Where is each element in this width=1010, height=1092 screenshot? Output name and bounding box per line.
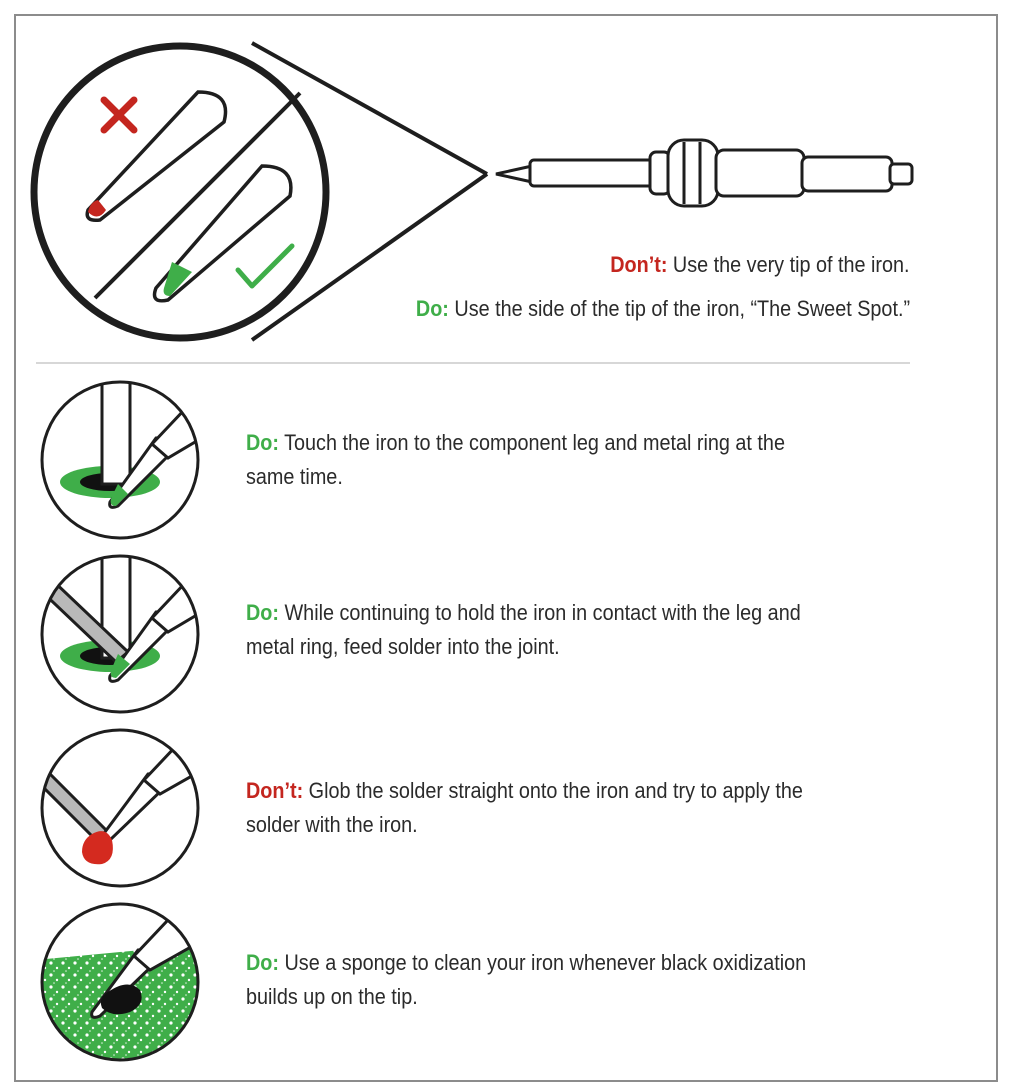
step4-text: Do: Use a sponge to clean your iron when… — [246, 950, 807, 1009]
step2-text: Do: While continuing to hold the iron in… — [246, 600, 801, 659]
step2-illustration — [40, 554, 200, 714]
tip-magnifier-illustration — [30, 41, 914, 342]
step3-illustration — [40, 728, 200, 888]
wrong-tip-shape — [85, 90, 228, 223]
step1-illustration — [40, 380, 200, 540]
step1-text: Do: Touch the iron to the component leg … — [246, 430, 785, 489]
checkmark-icon — [235, 243, 295, 289]
step3-text: Don’t: Glob the solder straight onto the… — [246, 778, 803, 837]
dont-use-tip-text: Don’t: Use the very tip of the iron. — [610, 252, 910, 277]
section-divider — [36, 362, 910, 364]
soldering-iron — [495, 138, 914, 208]
correct-tip-shape — [152, 164, 293, 303]
step4-illustration — [40, 902, 200, 1062]
cross-icon — [100, 96, 138, 134]
do-sweet-spot-text: Do: Use the side of the tip of the iron,… — [415, 296, 910, 321]
